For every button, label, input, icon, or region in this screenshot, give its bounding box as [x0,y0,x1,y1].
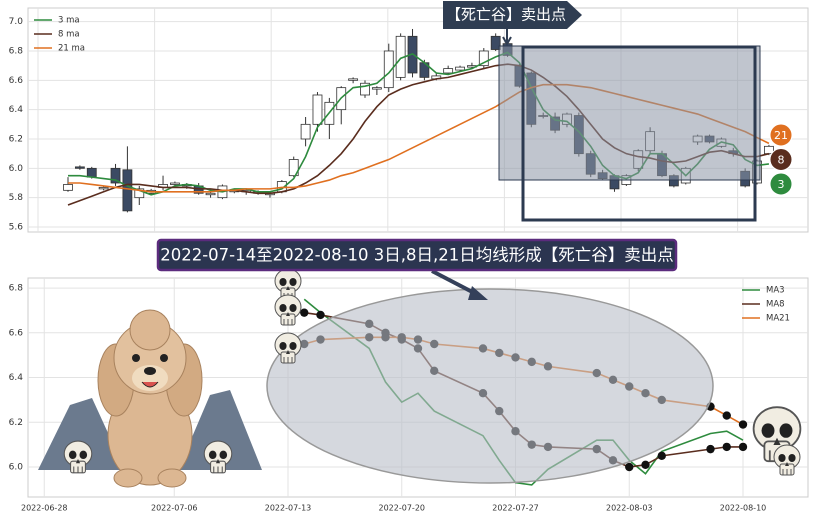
ma-marker [300,308,309,317]
candle-body [383,50,394,89]
y-tick-label: 6.6 [9,328,24,338]
dog-illustration [38,309,262,488]
candle-body [134,188,145,199]
callout-box [443,1,582,29]
y-tick-label: 6.6 [9,76,24,86]
badge [769,123,793,147]
candle-body [371,87,382,90]
x-tick-label: 2022-08-10 [720,504,767,513]
callout-text: 【死亡谷】卖出点 [446,6,566,24]
ma-marker [641,460,650,469]
y-tick-label: 6.2 [9,418,23,428]
badge-label: 3 [778,178,785,191]
ma-marker [738,420,748,429]
legend-label: 8 ma [58,30,80,40]
x-tick-label: 2022-08-03 [606,504,653,513]
callout-arrow [502,29,512,47]
y-tick-label: 6.2 [9,134,23,144]
candle-body [360,82,370,96]
y-tick-label: 6.8 [9,284,24,294]
legend-label: 3 ma [58,16,80,26]
ma-marker [738,442,748,452]
y-tick-label: 6.0 [9,164,24,174]
y-tick-label: 5.8 [9,193,24,203]
overlay-layer: 3 8 21 3 ma 8 ma 21 ma MA3 MA8 MA21 [34,16,793,324]
x-tick-label: 2022-07-13 [265,504,312,513]
ma-marker [316,310,325,320]
candle-body [312,94,323,125]
candle-body [348,78,359,81]
legend-label: MA8 [766,300,785,310]
candle-body [478,50,489,67]
y-tick-label: 6.4 [9,373,24,383]
candle-body [74,166,85,169]
y-tick-label: 5.6 [9,223,24,233]
y-tick-label: 6.8 [9,46,24,56]
candle-body [288,159,299,177]
candle-body [205,192,216,196]
badge [769,172,793,196]
candle-body [300,123,311,140]
x-tick-label: 2022-06-28 [21,504,68,513]
ma-marker [722,411,731,420]
x-tick-label: 2022-07-27 [492,504,539,513]
legend-label: MA21 [766,314,790,324]
ma-marker [722,442,731,452]
candle-body [443,68,454,74]
ma-marker [657,451,666,461]
candle-body [86,167,97,178]
candle-body [490,35,501,50]
x-tick-label: 2022-07-06 [151,504,198,513]
pointer-arrow-head [468,286,488,300]
candle-body [98,187,109,190]
highlight-ellipse [266,288,714,484]
badge-label: 8 [778,154,785,167]
candle-body [455,66,465,71]
highlight-box [521,45,757,222]
ma-marker [625,462,634,472]
candle-body [122,169,133,212]
y-tick-label: 7.0 [9,17,24,27]
badge [769,148,793,171]
candle-body [63,184,73,191]
candle-body [110,167,121,184]
x-tick-label: 2022-07-20 [379,504,426,513]
badge-label: 21 [774,129,788,142]
y-tick-label: 6.0 [9,463,24,473]
title-banner [156,238,678,272]
highlight-zone [498,45,761,181]
candle-body [170,182,180,185]
legend-label: MA3 [766,286,785,296]
y-tick-label: 6.4 [9,105,24,115]
ma-marker [706,444,715,454]
legend-label: 21 ma [58,44,85,54]
chart-title: 2022-07-14至2022-08-10 3日,8日,21日均线形成【死亡谷】… [160,246,674,265]
